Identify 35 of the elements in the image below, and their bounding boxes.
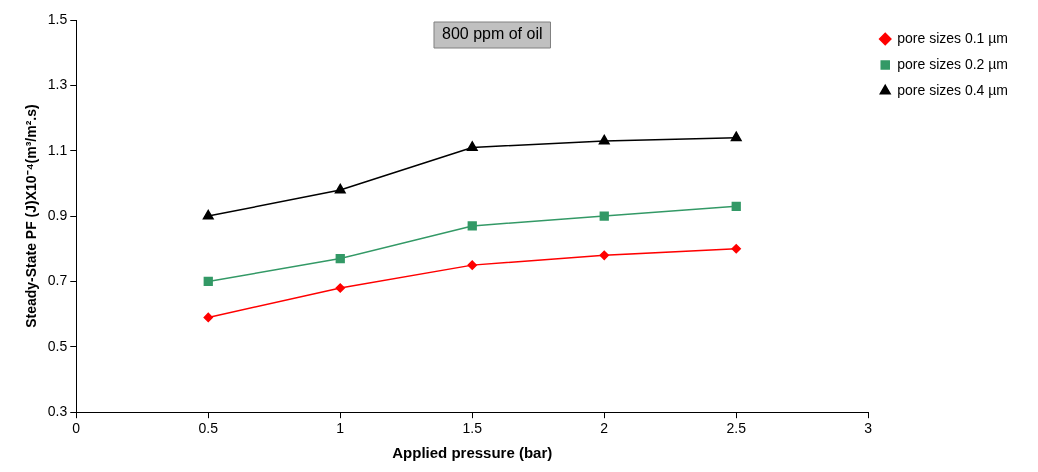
x-tick-label: 2 <box>600 420 609 437</box>
point <box>203 312 214 323</box>
chart-title: 800 ppm of oil <box>441 25 543 43</box>
y-tick-label: 1.3 <box>47 76 68 93</box>
x-tick-label: 3 <box>864 420 873 437</box>
y-tick-label: 1.1 <box>47 141 68 158</box>
legend-label: pore sizes 0.2 µm <box>897 55 1008 72</box>
y-tick-label: 0.5 <box>47 337 68 354</box>
x-tick-label: 0 <box>72 420 81 437</box>
point <box>203 276 213 287</box>
y-tick-label: 1.5 <box>47 10 68 27</box>
point <box>467 260 477 270</box>
x-tick-label: 2.5 <box>726 420 747 437</box>
x-tick-label: 0.5 <box>198 420 219 437</box>
x-axis-title: Applied pressure (bar) <box>392 444 553 462</box>
point <box>335 283 345 293</box>
point <box>730 131 742 142</box>
x-tick-label: 1 <box>336 420 345 437</box>
y-tick-label: 0.3 <box>47 403 68 420</box>
point <box>598 134 610 145</box>
y-axis-title: Steady-State PF (J)X10⁻⁴(m³/m².s) <box>23 104 40 328</box>
point <box>599 211 609 221</box>
point <box>466 141 478 151</box>
point <box>467 221 477 231</box>
point <box>202 209 214 220</box>
y-tick-label: 0.7 <box>47 272 68 289</box>
x-tick-label: 1.5 <box>462 420 483 437</box>
point <box>599 250 609 261</box>
y-tick-label: 0.9 <box>47 206 68 223</box>
point <box>731 201 741 211</box>
legend-label: pore sizes 0.4 µm <box>897 81 1008 98</box>
point <box>334 183 346 194</box>
point <box>335 253 345 264</box>
legend-label: pore sizes 0.1 µm <box>897 29 1008 46</box>
point <box>731 244 741 254</box>
